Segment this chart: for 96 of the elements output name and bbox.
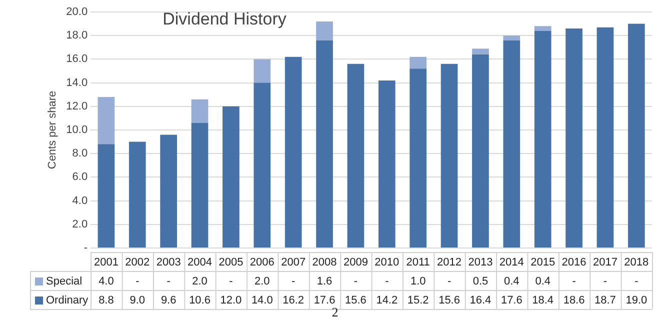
bar bbox=[534, 30, 552, 248]
y-tick-label: 20.0 bbox=[66, 6, 88, 18]
bar bbox=[191, 99, 208, 123]
x-tick-label: 2007 bbox=[281, 256, 306, 269]
x-tick-label: 2016 bbox=[562, 256, 586, 269]
data-label: 18.4 bbox=[532, 294, 554, 307]
bar bbox=[191, 122, 208, 248]
legend-label: Ordinary bbox=[46, 294, 89, 307]
data-label: 0.4 bbox=[504, 276, 520, 288]
y-tick-label: - bbox=[84, 242, 88, 254]
y-axis-title: Cents per share bbox=[46, 90, 59, 170]
x-tick-label: 2009 bbox=[343, 256, 368, 269]
bar bbox=[503, 36, 520, 40]
data-label: 12.0 bbox=[220, 294, 242, 307]
data-label: 0.5 bbox=[472, 276, 488, 288]
legend-label: Special bbox=[46, 276, 82, 288]
x-tick-label: 2018 bbox=[624, 256, 649, 269]
bar bbox=[410, 68, 427, 248]
x-tick-label: 2005 bbox=[218, 256, 244, 269]
text: - bbox=[447, 276, 452, 288]
x-tick-label: 2006 bbox=[250, 256, 274, 269]
bar bbox=[316, 40, 333, 248]
bar bbox=[440, 64, 458, 248]
bar bbox=[254, 59, 271, 83]
text: - bbox=[136, 276, 140, 288]
text: - bbox=[603, 276, 608, 288]
x-tick-label: 2012 bbox=[437, 256, 462, 269]
bar bbox=[98, 144, 115, 248]
text: - bbox=[385, 276, 389, 288]
data-label: 19.0 bbox=[626, 294, 648, 307]
text: 2 bbox=[332, 304, 338, 320]
data-label: 0.4 bbox=[535, 276, 550, 288]
bar bbox=[472, 48, 489, 54]
x-tick-label: 2011 bbox=[406, 256, 430, 269]
bar bbox=[98, 96, 115, 144]
x-tick-label: 2017 bbox=[592, 256, 618, 269]
data-label: 16.4 bbox=[470, 294, 492, 307]
x-tick-label: 2013 bbox=[468, 256, 493, 269]
data-label: 4.0 bbox=[98, 276, 114, 288]
y-tick-label: 6.0 bbox=[72, 171, 88, 184]
text: - bbox=[572, 276, 576, 288]
bar bbox=[284, 56, 302, 248]
data-label: 9.6 bbox=[160, 294, 176, 307]
bar bbox=[628, 24, 645, 248]
text: - bbox=[229, 276, 233, 288]
x-tick-label: 2004 bbox=[188, 256, 212, 269]
bar bbox=[410, 56, 427, 69]
x-tick-label: 2010 bbox=[374, 256, 400, 269]
data-label: 14.2 bbox=[376, 294, 398, 307]
bar bbox=[160, 134, 177, 248]
y-tick-label: 2.0 bbox=[72, 218, 88, 230]
y-tick-label: 10.0 bbox=[66, 124, 88, 136]
y-tick-label: 4.0 bbox=[72, 194, 88, 207]
data-label: 10.6 bbox=[189, 294, 210, 307]
data-label: 14.0 bbox=[251, 294, 273, 307]
data-label: 16.2 bbox=[282, 294, 304, 307]
data-label: 2.0 bbox=[254, 276, 270, 288]
bar bbox=[316, 21, 333, 40]
x-tick-label: 2003 bbox=[156, 256, 181, 269]
text: - bbox=[166, 276, 170, 288]
data-label: 15.2 bbox=[407, 294, 429, 307]
x-tick-label: 2001 bbox=[94, 256, 118, 269]
y-tick-label: 12.0 bbox=[66, 100, 88, 112]
bar bbox=[254, 82, 271, 248]
bar bbox=[128, 142, 146, 248]
data-label: 8.8 bbox=[98, 294, 114, 307]
x-tick-label: 2008 bbox=[312, 256, 337, 269]
data-label: 15.6 bbox=[345, 294, 366, 307]
data-label: 15.6 bbox=[438, 294, 460, 307]
x-tick-label: 2014 bbox=[499, 256, 524, 269]
y-tick-label: 8.0 bbox=[72, 148, 88, 160]
text: - bbox=[634, 276, 638, 288]
bar bbox=[347, 64, 364, 248]
bar bbox=[472, 54, 489, 248]
data-label: 1.6 bbox=[316, 276, 332, 288]
x-tick-label: 2015 bbox=[530, 256, 556, 269]
x-tick-label: 2002 bbox=[125, 256, 150, 269]
data-label: 18.7 bbox=[594, 294, 616, 307]
text: - bbox=[292, 276, 296, 288]
bar bbox=[222, 106, 240, 248]
data-label: 2.0 bbox=[192, 276, 208, 288]
data-label: 1.0 bbox=[410, 276, 426, 288]
chart-title: Dividend History bbox=[162, 10, 287, 29]
y-tick-label: 16.0 bbox=[66, 53, 88, 66]
data-label: 18.6 bbox=[563, 294, 585, 307]
bar bbox=[378, 80, 396, 248]
data-label: 9.0 bbox=[130, 294, 146, 307]
bar bbox=[503, 40, 520, 248]
bar bbox=[596, 27, 614, 248]
bar bbox=[566, 28, 582, 248]
text: - bbox=[354, 276, 358, 288]
y-tick-label: 14.0 bbox=[66, 76, 88, 89]
data-label: 17.6 bbox=[314, 294, 336, 307]
bar bbox=[534, 26, 552, 31]
y-tick-label: 18.0 bbox=[66, 30, 88, 42]
data-label: 17.6 bbox=[500, 294, 522, 307]
